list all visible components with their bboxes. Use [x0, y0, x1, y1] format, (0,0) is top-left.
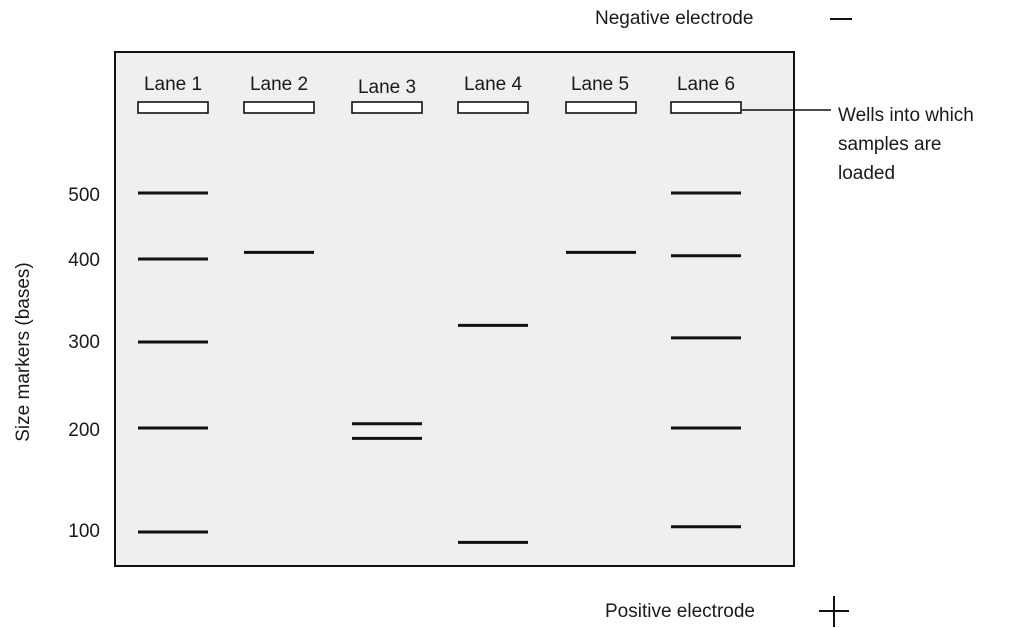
gel-slab: [114, 51, 795, 567]
lane-label-4: Lane 4: [463, 74, 523, 95]
wells-callout-line-1: Wells into which: [838, 105, 974, 126]
well-lane-4: [457, 101, 529, 114]
y-tick-500: 500: [68, 185, 100, 206]
lane-label-5: Lane 5: [570, 74, 630, 95]
bands-layer: [138, 191, 741, 544]
well-lane-1: [137, 101, 209, 114]
lane-label-6: Lane 6: [676, 74, 736, 95]
lane-label-3: Lane 3: [357, 77, 417, 98]
wells-layer: [137, 101, 742, 114]
positive-electrode-label: Positive electrode: [605, 601, 755, 622]
y-tick-400: 400: [68, 250, 100, 271]
well-lane-5: [565, 101, 637, 114]
y-tick-300: 300: [68, 332, 100, 353]
negative-electrode-label: Negative electrode: [595, 8, 754, 29]
wells-callout-line-2: samples are: [838, 134, 942, 155]
positive-electrode-symbol: [819, 596, 849, 627]
well-lane-6: [670, 101, 742, 114]
wells-callout-line-3: loaded: [838, 163, 896, 184]
lane-label-2: Lane 2: [249, 74, 309, 95]
well-lane-2: [243, 101, 315, 114]
y-tick-100: 100: [68, 521, 100, 542]
y-tick-200: 200: [68, 420, 100, 441]
wells-callout: Wells into which samples are loaded: [838, 101, 974, 188]
well-lane-3: [351, 101, 423, 114]
lane-label-1: Lane 1: [143, 74, 203, 95]
